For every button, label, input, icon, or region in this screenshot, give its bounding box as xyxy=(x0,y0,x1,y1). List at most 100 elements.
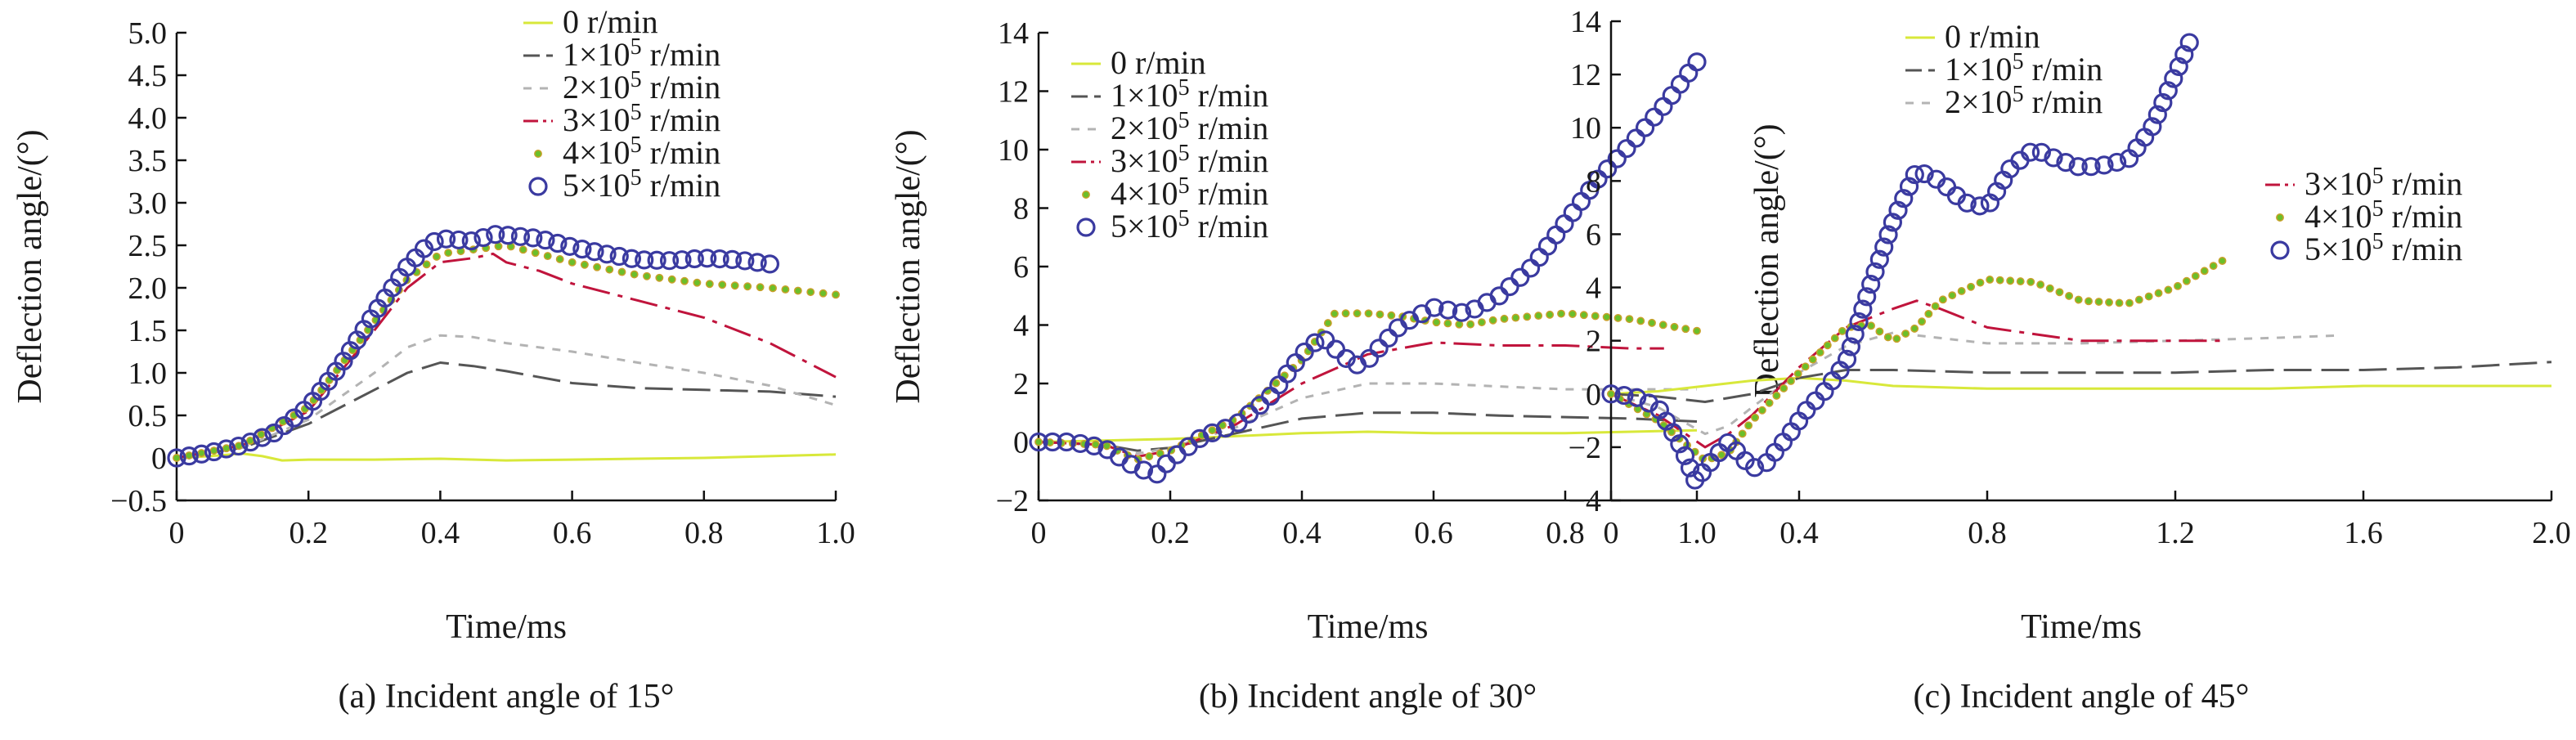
legend-item: 5×105 r/min xyxy=(1076,206,1268,244)
series-line xyxy=(1038,341,1664,458)
legend-label: 4×105 r/min xyxy=(1111,173,1268,212)
data-point xyxy=(1336,348,1356,369)
data-point xyxy=(806,288,815,297)
data-point xyxy=(1272,379,1281,388)
legend-item: 0 r/min xyxy=(1071,44,1206,81)
data-point xyxy=(1670,74,1690,94)
data-point xyxy=(1557,309,1565,318)
legend-item: 3×105 r/min xyxy=(2265,164,2462,202)
legend-label: 5×105 r/min xyxy=(1111,206,1268,244)
series-line xyxy=(176,334,837,460)
data-point xyxy=(1670,434,1690,454)
y-tick-label: 4.0 xyxy=(128,101,168,136)
y-tick-label: 4 xyxy=(1013,309,1029,343)
chart-panel-a: 0 0.2 0.4 0.6 0.8 1.0−0.500.51.01.52.02.53.03… xyxy=(11,3,855,715)
data-point xyxy=(461,231,481,251)
y-tick-label: 0.5 xyxy=(128,399,168,433)
legend-label-unit: r/min xyxy=(2024,83,2103,120)
y-tick-label: 2 xyxy=(1586,325,1601,359)
data-point xyxy=(1626,128,1646,148)
data-point xyxy=(1568,310,1577,318)
data-point xyxy=(1388,318,1408,338)
data-point xyxy=(1738,429,1747,438)
data-point xyxy=(1305,333,1325,352)
series-line xyxy=(1610,331,2340,436)
legend-swatch xyxy=(2276,213,2284,222)
legend-label-base: 0 r/min xyxy=(1111,44,1206,81)
data-point xyxy=(1681,325,1690,334)
data-point xyxy=(819,289,828,298)
y-tick-label: 0 xyxy=(151,442,167,476)
legend-label-exponent: 5 xyxy=(2013,49,2024,74)
y-tick-label: 12 xyxy=(1570,58,1601,92)
data-point xyxy=(1607,149,1627,168)
y-tick-label: 2.0 xyxy=(128,271,168,306)
data-point xyxy=(2065,291,2074,300)
x-tick-label: 0.6 xyxy=(1414,516,1453,550)
legend-label-base: 0 r/min xyxy=(1945,18,2040,55)
chart-caption: (c) Incident angle of 45° xyxy=(1914,678,2250,715)
data-point xyxy=(1546,310,1555,319)
series-1 xyxy=(1038,411,1698,452)
series-line xyxy=(176,452,837,462)
data-point xyxy=(622,249,642,268)
legend-label-base: 5×10 xyxy=(2304,231,2372,267)
data-point xyxy=(1654,96,1673,116)
data-point xyxy=(1779,383,1788,392)
data-point xyxy=(1883,213,1902,232)
y-axis-label: Deflection angle/(°) xyxy=(11,129,49,403)
y-tick-label: 2 xyxy=(1013,367,1029,401)
data-point xyxy=(609,246,629,267)
data-point xyxy=(1591,312,1600,321)
legend-label-base: 1×10 xyxy=(563,36,631,73)
legend-item: 1×105 r/min xyxy=(1071,75,1268,114)
data-point xyxy=(1341,309,1350,318)
legend-label-base: 5×10 xyxy=(1111,208,1178,244)
data-point xyxy=(635,250,654,270)
data-point xyxy=(1635,118,1655,137)
data-point xyxy=(2174,45,2194,65)
y-tick-label: 0 xyxy=(1586,378,1601,412)
data-point xyxy=(436,229,456,249)
legend-item: 1×105 r/min xyxy=(1905,49,2103,87)
legend-label-exponent: 5 xyxy=(631,67,642,92)
legend-label: 3×105 r/min xyxy=(2304,164,2462,202)
data-point xyxy=(617,267,626,276)
data-point xyxy=(1379,328,1398,348)
legend-swatch xyxy=(1076,218,1096,237)
data-point xyxy=(1425,298,1444,317)
data-point xyxy=(597,244,617,264)
series-5 xyxy=(1029,52,1707,484)
legend-item: 0 r/min xyxy=(523,3,658,40)
data-point xyxy=(1786,377,1795,385)
legend-item: 4×105 r/min xyxy=(1082,173,1268,212)
data-point xyxy=(1500,314,1509,323)
y-tick-label: 2.5 xyxy=(128,229,168,263)
x-tick-label: 0.4 xyxy=(1779,516,1819,550)
data-point xyxy=(1070,433,1090,454)
legend-label-unit: r/min xyxy=(642,101,721,138)
data-point xyxy=(1867,321,1875,330)
data-point xyxy=(705,280,714,289)
x-tick-label: 1.2 xyxy=(2156,516,2195,550)
legend-label: 0 r/min xyxy=(1945,18,2040,55)
legend-label-unit: r/min xyxy=(1190,110,1269,146)
y-tick-label: 14 xyxy=(998,16,1029,51)
legend-label: 0 r/min xyxy=(563,3,658,40)
data-point xyxy=(1084,436,1104,456)
data-point xyxy=(747,253,767,272)
data-point xyxy=(1744,458,1765,478)
legend-label-base: 4×10 xyxy=(1111,175,1178,212)
legend-label-exponent: 5 xyxy=(1178,108,1190,133)
data-point xyxy=(1717,451,1726,460)
data-point xyxy=(1546,225,1566,244)
data-point xyxy=(229,436,249,456)
data-point xyxy=(1918,317,1927,326)
x-tick-label: 0 xyxy=(1604,516,1619,550)
series-line xyxy=(1610,361,2552,403)
data-point xyxy=(1853,299,1873,319)
data-point xyxy=(1295,342,1314,362)
data-point xyxy=(1208,426,1217,435)
data-point xyxy=(593,262,602,271)
data-point xyxy=(2016,277,2025,286)
